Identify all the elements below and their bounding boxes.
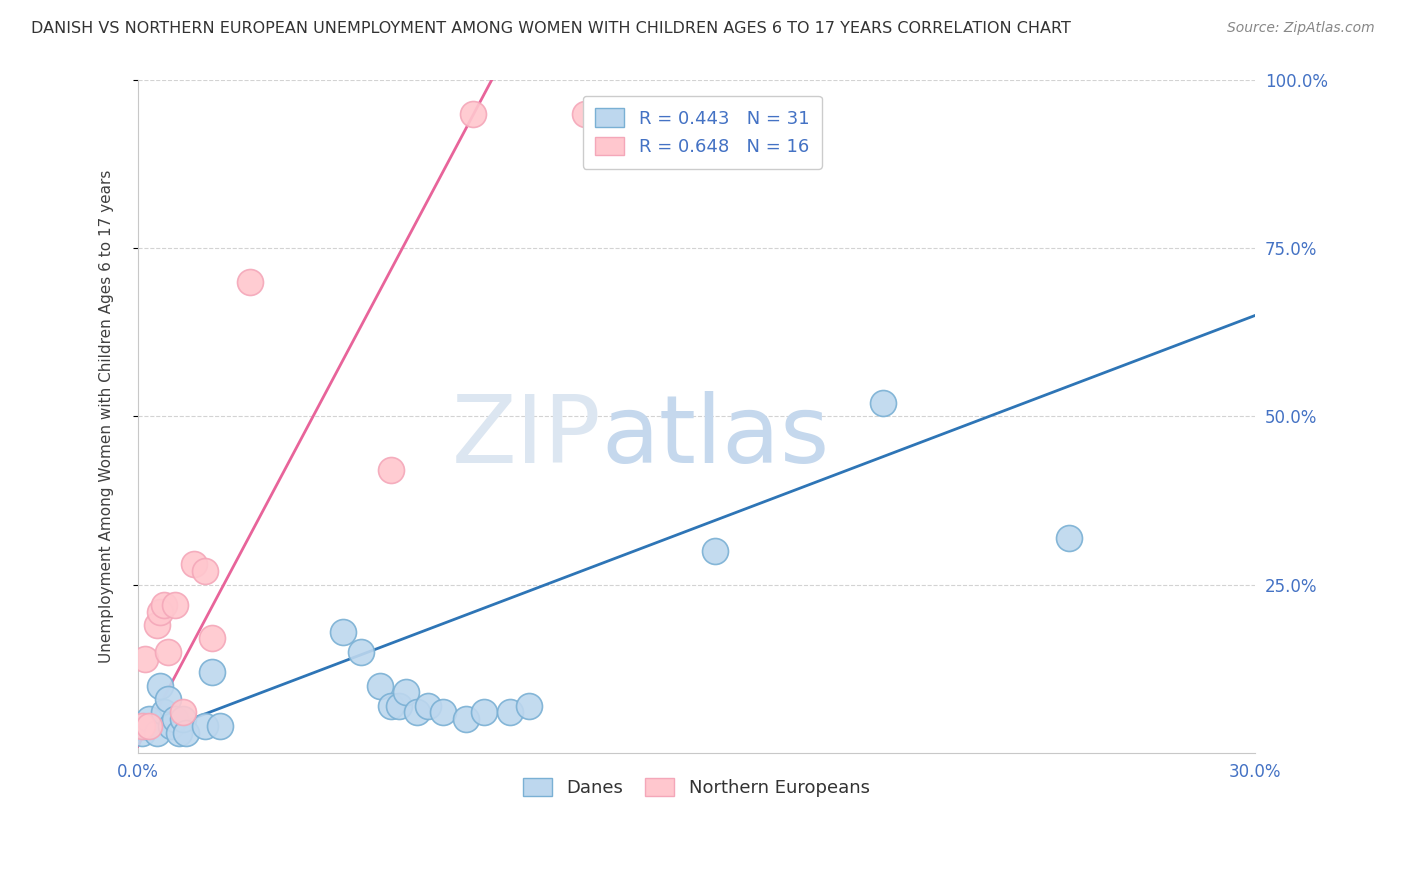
- Point: [872, 396, 894, 410]
- Legend: Danes, Northern Europeans: Danes, Northern Europeans: [516, 771, 877, 805]
- Point: [160, 719, 183, 733]
- Point: [165, 712, 187, 726]
- Point: [388, 698, 411, 713]
- Point: [350, 645, 373, 659]
- Point: [380, 463, 402, 477]
- Text: atlas: atlas: [602, 391, 830, 483]
- Point: [1057, 531, 1080, 545]
- Point: [368, 679, 391, 693]
- Point: [153, 598, 176, 612]
- Point: [574, 106, 596, 120]
- Point: [472, 706, 495, 720]
- Point: [165, 598, 187, 612]
- Point: [156, 645, 179, 659]
- Text: ZIP: ZIP: [451, 391, 602, 483]
- Point: [432, 706, 454, 720]
- Point: [499, 706, 522, 720]
- Point: [208, 719, 231, 733]
- Point: [172, 706, 194, 720]
- Point: [194, 564, 217, 578]
- Point: [517, 698, 540, 713]
- Point: [406, 706, 429, 720]
- Text: Source: ZipAtlas.com: Source: ZipAtlas.com: [1227, 21, 1375, 35]
- Point: [201, 632, 224, 646]
- Point: [145, 725, 167, 739]
- Point: [134, 719, 156, 733]
- Point: [138, 712, 160, 726]
- Point: [149, 605, 172, 619]
- Point: [395, 685, 418, 699]
- Point: [239, 275, 262, 289]
- Y-axis label: Unemployment Among Women with Children Ages 6 to 17 years: Unemployment Among Women with Children A…: [100, 169, 114, 663]
- Point: [704, 544, 727, 558]
- Point: [172, 712, 194, 726]
- Point: [194, 719, 217, 733]
- Point: [201, 665, 224, 679]
- Point: [332, 624, 354, 639]
- Point: [153, 706, 176, 720]
- Point: [156, 692, 179, 706]
- Point: [176, 725, 198, 739]
- Point: [131, 725, 153, 739]
- Point: [145, 618, 167, 632]
- Point: [134, 651, 156, 665]
- Point: [149, 679, 172, 693]
- Point: [138, 719, 160, 733]
- Point: [167, 725, 190, 739]
- Point: [183, 558, 205, 572]
- Point: [131, 719, 153, 733]
- Point: [454, 712, 477, 726]
- Point: [461, 106, 484, 120]
- Point: [380, 698, 402, 713]
- Text: DANISH VS NORTHERN EUROPEAN UNEMPLOYMENT AMONG WOMEN WITH CHILDREN AGES 6 TO 17 : DANISH VS NORTHERN EUROPEAN UNEMPLOYMENT…: [31, 21, 1071, 36]
- Point: [418, 698, 440, 713]
